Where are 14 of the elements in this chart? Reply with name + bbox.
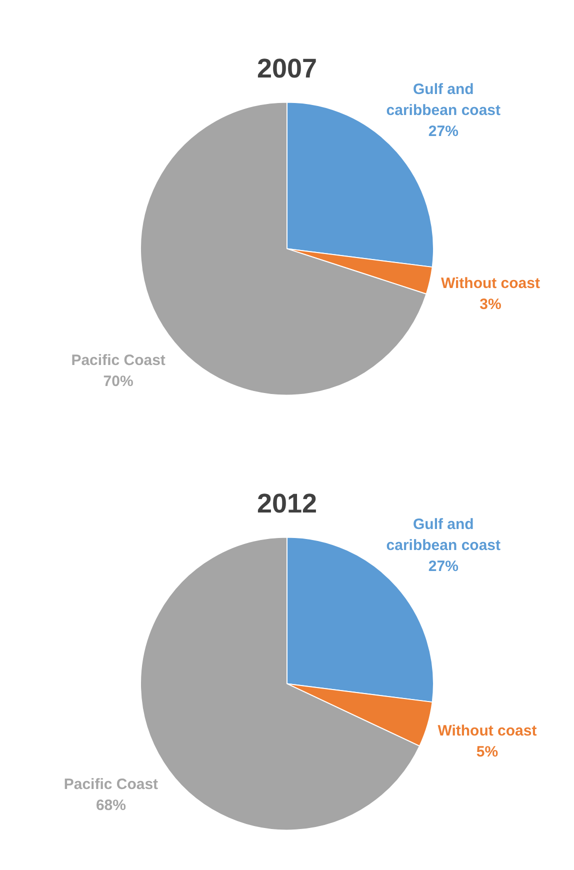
data-label: 70% (103, 372, 134, 390)
chart-title: 2012 (256, 488, 318, 519)
data-label: 27% (428, 122, 458, 140)
data-label: 5% (476, 744, 498, 761)
slice-label: Pacific Coast (64, 776, 158, 794)
slice-label: Without coast (438, 722, 537, 740)
slice-label: Without coast (440, 274, 540, 292)
slice-label: Gulf and caribbean coast (386, 516, 501, 554)
chart-title: 2007 (256, 54, 318, 84)
slice-label: Pacific Coast (71, 352, 166, 369)
data-label: 27% (428, 558, 458, 575)
data-label: 68% (96, 797, 126, 814)
slice-label: Gulf and caribbean coast (386, 80, 501, 119)
data-label: 3% (480, 296, 502, 313)
